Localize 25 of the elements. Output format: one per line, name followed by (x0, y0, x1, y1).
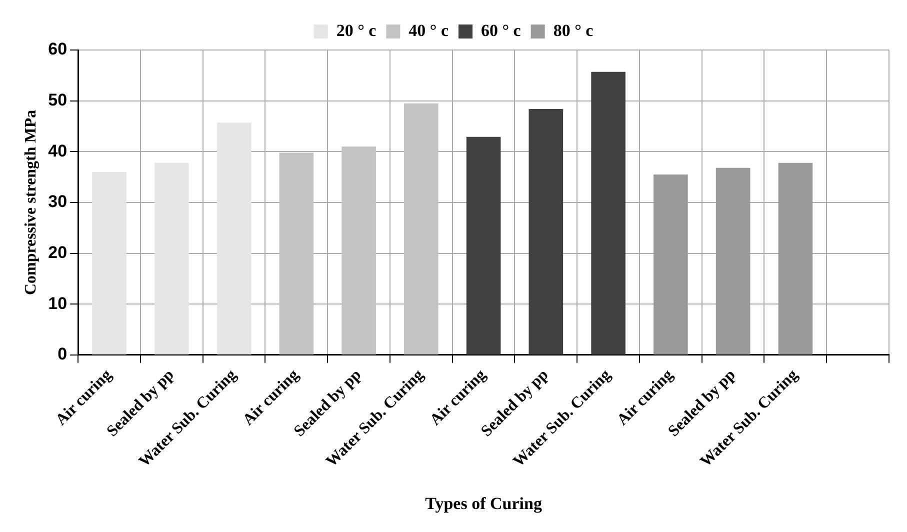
bar (342, 146, 376, 354)
bar (778, 162, 813, 354)
bar (92, 172, 126, 354)
y-tick-label: 10 (48, 294, 68, 313)
bar (466, 136, 501, 354)
y-tick-label: 30 (48, 192, 68, 212)
bar (591, 72, 626, 354)
bar (528, 108, 564, 354)
y-tick-label: 0 (58, 344, 68, 364)
legend-label: 40 ° c (408, 20, 449, 40)
bar (716, 168, 750, 354)
y-axis-title: Compressive strength MPa (22, 110, 40, 296)
bar (216, 122, 252, 354)
x-axis-title: Types of Curing (425, 494, 542, 514)
bar (154, 162, 189, 354)
legend-label: 80 ° c (553, 20, 594, 40)
y-tick-label: 50 (48, 90, 68, 110)
y-tick-label: 60 (48, 40, 68, 59)
y-tick-label: 20 (48, 242, 68, 262)
legend-label: 60 ° c (481, 20, 522, 40)
bar (654, 174, 688, 354)
y-tick-label: 40 (48, 141, 68, 160)
bar (279, 152, 314, 354)
legend-label: 20 ° c (336, 20, 377, 40)
bar (404, 103, 438, 354)
